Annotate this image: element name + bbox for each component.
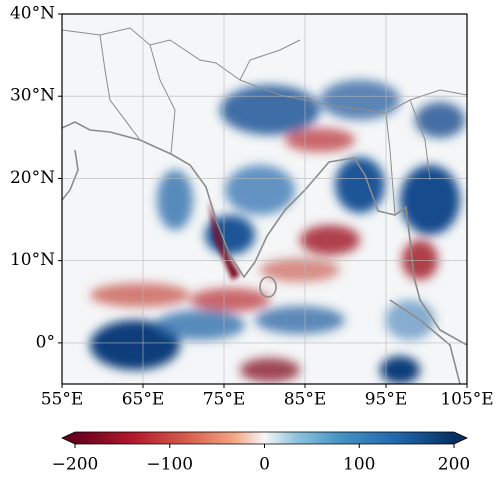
coastal-red-band — [208, 200, 240, 280]
x-tick-label: 55°E — [41, 390, 84, 410]
colorbar-tick-label: 200 — [438, 455, 470, 475]
x-tick-label: 105°E — [440, 390, 493, 410]
colorbar-tick-label: 100 — [343, 455, 375, 475]
y-tick-label: 0° — [36, 332, 55, 352]
coastlines — [62, 121, 467, 384]
colorbar-extend-low — [62, 432, 75, 444]
y-tick-label: 30°N — [10, 86, 55, 106]
colorbar-extend-high — [454, 432, 467, 444]
plot-frame — [61, 13, 468, 385]
colorbar — [61, 431, 468, 445]
field — [62, 14, 467, 384]
colorbar-tick-label: 0 — [259, 455, 270, 475]
y-tick-label: 10°N — [10, 250, 55, 270]
x-tick-label: 85°E — [284, 390, 327, 410]
colorbar-body — [75, 432, 454, 444]
colorbar-tick-label: −100 — [146, 455, 193, 475]
colorbar-tick-label: −200 — [52, 455, 99, 475]
x-tick-label: 65°E — [122, 390, 165, 410]
x-tick-label: 95°E — [365, 390, 408, 410]
x-tick-label: 75°E — [203, 390, 246, 410]
borders — [62, 27, 467, 216]
y-tick-label: 40°N — [10, 4, 55, 24]
y-tick-label: 20°N — [10, 168, 55, 188]
